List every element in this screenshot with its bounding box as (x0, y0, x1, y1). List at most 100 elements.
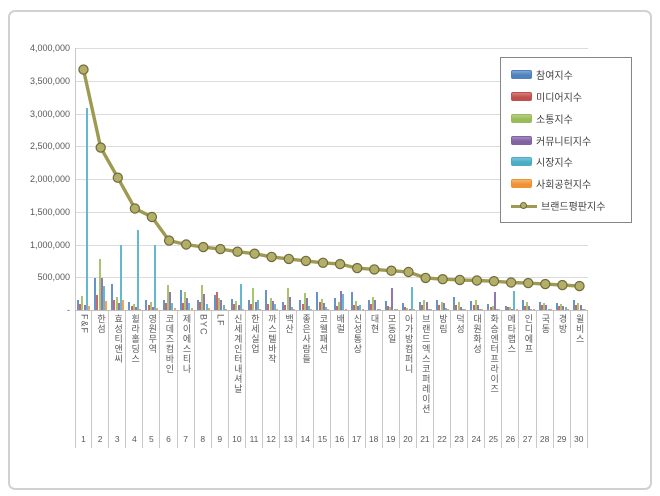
community-index-bar (220, 300, 223, 310)
social-contribution-index-bar (224, 308, 227, 310)
rank-number: 17 (349, 430, 366, 448)
community-index-bar (83, 305, 86, 310)
community-index-bar (203, 293, 206, 310)
social-contribution-index-bar (447, 309, 450, 310)
grid-line (75, 244, 588, 246)
communication-index-bar (235, 300, 238, 310)
social-contribution-index-bar (395, 309, 398, 310)
media-index-bar (198, 302, 201, 310)
rank-number: 28 (537, 430, 554, 448)
y-axis-label: 4,000,000 (29, 43, 70, 53)
social-contribution-index-bar (464, 309, 467, 310)
category-label: 영원무역 (147, 314, 158, 354)
category-label: 효성티앤씨 (113, 314, 124, 364)
media-index-bar (164, 303, 167, 310)
legend-item-communication-index: 소통지수 (511, 111, 631, 126)
category-label: 윌비스 (574, 314, 585, 344)
category-label: 한세실업 (249, 314, 260, 354)
rank-number: 16 (331, 430, 349, 448)
social-contribution-index-bar (378, 309, 381, 310)
category-label: 인디에프 (523, 314, 534, 354)
grid-line (75, 277, 588, 279)
social-contribution-index-bar (412, 308, 415, 310)
y-axis-label: 1,500,000 (29, 206, 70, 217)
legend-label: 시장지수 (536, 158, 573, 170)
y-axis-label: 1,000,000 (29, 239, 70, 250)
brand-reputation-index-marker (557, 279, 568, 291)
category-label: 신성통상 (352, 314, 363, 354)
market-index-bar (171, 302, 174, 310)
communication-index-bar (560, 304, 563, 310)
category-cell: F&F (75, 311, 93, 430)
participation-index-bar (538, 302, 541, 310)
media-index-bar (421, 305, 424, 310)
category-cell: 브랜드엑스코퍼레이션 (417, 311, 434, 430)
category-label: 대원화성 (472, 314, 483, 354)
y-axis-label: 2,000,000 (29, 174, 70, 184)
participation-index-bar (179, 290, 182, 310)
category-cell: 휠라홀딩스 (126, 311, 144, 430)
media-index-bar (455, 305, 458, 310)
media-index-bar (147, 304, 150, 310)
media-index-bar (352, 304, 355, 310)
category-cell: 국동 (537, 311, 554, 430)
community-index-bar (237, 305, 240, 310)
legend-label: 브랜드평판지수 (541, 202, 606, 214)
communication-index-bar (491, 306, 494, 310)
x-axis-line (75, 310, 588, 311)
brand-reputation-index-legend-line-icon (511, 201, 537, 211)
community-index-bar (152, 307, 154, 310)
communication-index-bar (543, 303, 546, 310)
social-contribution-index-bar (276, 308, 279, 310)
participation-index-bar (555, 303, 558, 310)
category-cell: 대원화성 (468, 311, 486, 430)
y-axis-label: 500,000 (37, 272, 70, 283)
communication-index-bar (132, 304, 135, 310)
media-index-bar (250, 304, 253, 310)
community-index-bar (186, 297, 189, 310)
community-index-bar (511, 308, 514, 310)
category-label: 국동 (540, 314, 551, 334)
media-index-bar (438, 305, 441, 310)
media-index-bar (489, 306, 492, 310)
social-contribution-index-bar (549, 309, 552, 310)
rank-number: 11 (246, 430, 264, 448)
communication-index-bar (81, 296, 84, 310)
participation-index-bar (487, 304, 490, 310)
communication-index-bar (149, 302, 152, 310)
communication-index-bar (355, 300, 357, 310)
market-index-bar (496, 308, 499, 310)
market-index-bar (85, 108, 88, 310)
chart-legend: 참여지수 미디어지수 소통지수 커뮤니티지수 시장지수 사회공헌지수 브랜드평판지수 (500, 57, 632, 223)
media-index-bar (387, 306, 389, 310)
category-cell: 코데즈컴바인 (160, 311, 178, 430)
market-index-bar (222, 305, 225, 310)
category-cell: 배럴 (331, 311, 349, 430)
y-axis-line (75, 48, 76, 310)
category-cell: 신세계인터내셔날 (229, 311, 246, 430)
category-cell: BYC (195, 311, 212, 430)
category-label: 메타랩스 (506, 314, 517, 354)
participation-index-bar (128, 302, 131, 310)
category-cell: 방림 (434, 311, 452, 430)
category-label: 코데즈컴바인 (164, 314, 175, 374)
market-index-bar (479, 309, 482, 310)
social-contribution-index-bar (532, 309, 535, 310)
community-index-bar (391, 288, 394, 310)
market-index-bar (308, 306, 311, 310)
social-contribution-index-bar (88, 306, 90, 310)
communication-index-bar (303, 292, 306, 310)
category-cell: 영원무역 (143, 311, 161, 430)
line-marker-icon (520, 201, 527, 209)
market-index-bar (342, 294, 345, 310)
communication-index-bar (372, 296, 375, 310)
community-index-bar (494, 292, 496, 310)
category-label: 한섬 (96, 314, 106, 334)
communication-index-bar (508, 307, 511, 310)
market-index-bar (273, 304, 276, 310)
brand-reputation-index-marker (386, 265, 397, 276)
community-index-bar (425, 302, 428, 310)
rank-number: 23 (451, 430, 469, 448)
brand-reputation-index-marker (300, 255, 312, 267)
rank-number: 30 (571, 430, 588, 448)
